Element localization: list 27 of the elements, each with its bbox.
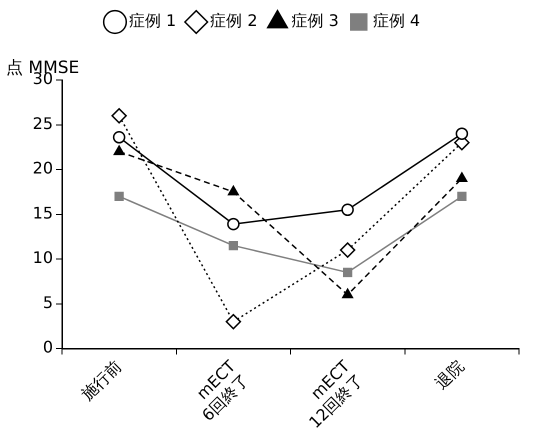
point [457,192,467,201]
y-tick-label: 15 [32,203,53,222]
point [114,192,124,201]
x-tick-label: 退院 [432,356,468,393]
point [228,240,238,250]
y-tick-label: 5 [42,292,53,312]
legend-label: 症例 1 [128,11,176,30]
point [456,172,468,182]
x-tick-label: 施行前 [78,356,125,404]
point [341,204,354,216]
y-tick-label: 20 [32,158,53,178]
y-tick-label: 25 [32,114,53,133]
point [456,127,468,140]
point [112,131,126,144]
point [340,242,356,258]
legend-label: 症例 2 [210,11,258,30]
point [114,145,125,156]
legend-label: 症例 3 [292,11,339,30]
point [111,108,127,124]
point [342,288,354,298]
point [227,218,240,230]
y-tick-label: 10 [32,248,53,268]
point [342,268,352,278]
legend-label: 症例 4 [372,11,420,30]
y-tick-label: 0 [42,338,53,357]
point [228,186,239,196]
point [226,314,242,330]
